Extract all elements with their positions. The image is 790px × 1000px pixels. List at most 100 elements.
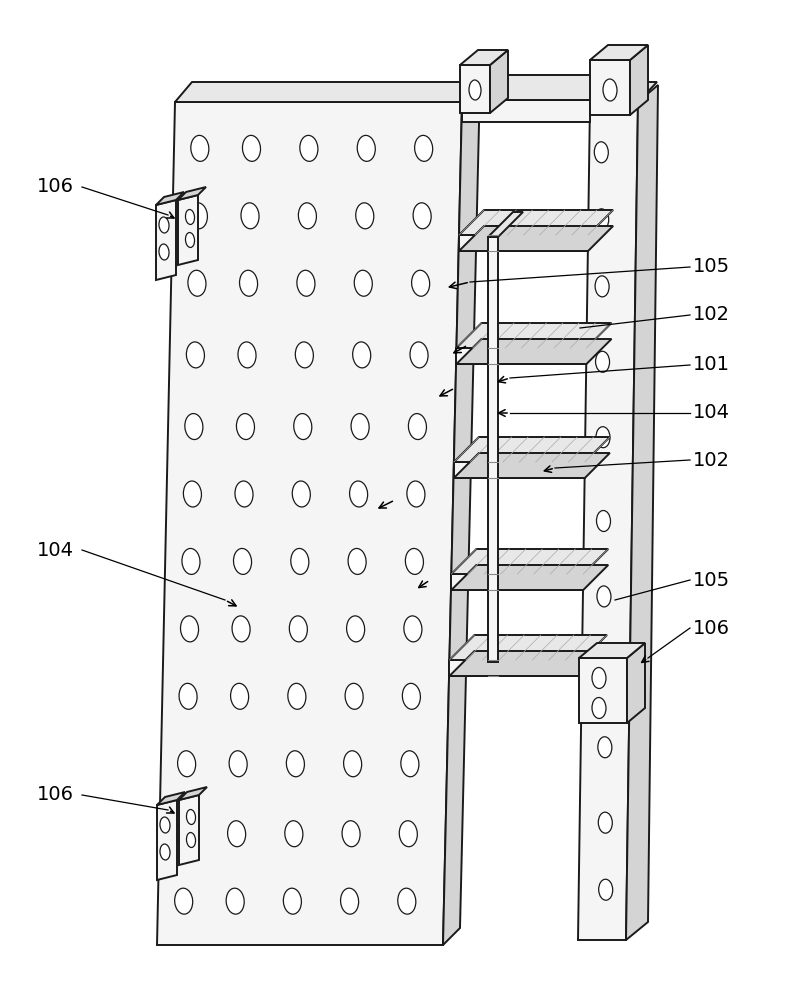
Ellipse shape xyxy=(404,616,422,642)
Polygon shape xyxy=(590,45,648,60)
Ellipse shape xyxy=(402,683,420,709)
Ellipse shape xyxy=(408,414,427,440)
Ellipse shape xyxy=(344,751,362,777)
Text: 101: 101 xyxy=(693,356,730,374)
Ellipse shape xyxy=(401,751,419,777)
Polygon shape xyxy=(178,195,198,265)
Ellipse shape xyxy=(597,661,611,682)
Polygon shape xyxy=(488,237,498,662)
Polygon shape xyxy=(490,50,508,113)
Ellipse shape xyxy=(597,586,611,607)
Ellipse shape xyxy=(596,427,610,448)
Ellipse shape xyxy=(592,668,606,688)
Polygon shape xyxy=(627,643,645,723)
Ellipse shape xyxy=(596,351,610,372)
Ellipse shape xyxy=(594,142,608,163)
Polygon shape xyxy=(488,212,523,237)
Ellipse shape xyxy=(348,548,366,574)
Ellipse shape xyxy=(235,481,253,507)
Polygon shape xyxy=(460,50,508,65)
Ellipse shape xyxy=(356,203,374,229)
Ellipse shape xyxy=(182,548,200,574)
Polygon shape xyxy=(590,82,657,102)
Polygon shape xyxy=(451,574,583,590)
Ellipse shape xyxy=(284,888,302,914)
Ellipse shape xyxy=(239,270,258,296)
Polygon shape xyxy=(156,192,184,205)
Ellipse shape xyxy=(345,683,363,709)
Text: 102: 102 xyxy=(693,306,730,324)
Ellipse shape xyxy=(232,616,250,642)
Ellipse shape xyxy=(354,270,372,296)
Ellipse shape xyxy=(160,844,170,860)
Ellipse shape xyxy=(238,342,256,368)
Polygon shape xyxy=(157,800,177,880)
Ellipse shape xyxy=(228,821,246,847)
Ellipse shape xyxy=(295,342,314,368)
Polygon shape xyxy=(457,339,611,364)
Ellipse shape xyxy=(176,821,194,847)
Ellipse shape xyxy=(412,270,430,296)
Polygon shape xyxy=(178,187,206,200)
Ellipse shape xyxy=(399,821,417,847)
Ellipse shape xyxy=(291,548,309,574)
Ellipse shape xyxy=(186,342,205,368)
Polygon shape xyxy=(459,226,613,251)
Ellipse shape xyxy=(407,481,425,507)
Ellipse shape xyxy=(231,683,249,709)
Ellipse shape xyxy=(289,616,307,642)
Ellipse shape xyxy=(598,737,612,758)
Polygon shape xyxy=(157,102,462,945)
Ellipse shape xyxy=(226,888,244,914)
Ellipse shape xyxy=(592,698,606,718)
Polygon shape xyxy=(450,651,607,676)
Polygon shape xyxy=(460,65,490,113)
Ellipse shape xyxy=(340,888,359,914)
Ellipse shape xyxy=(596,511,611,531)
Ellipse shape xyxy=(352,342,371,368)
Polygon shape xyxy=(450,635,607,660)
Ellipse shape xyxy=(183,481,201,507)
Polygon shape xyxy=(454,453,610,478)
Ellipse shape xyxy=(299,203,317,229)
Ellipse shape xyxy=(598,812,612,833)
Ellipse shape xyxy=(175,888,193,914)
Ellipse shape xyxy=(186,210,194,224)
Text: 105: 105 xyxy=(693,257,730,276)
Ellipse shape xyxy=(294,414,312,440)
Polygon shape xyxy=(626,85,658,940)
Ellipse shape xyxy=(186,810,196,824)
Polygon shape xyxy=(179,787,207,800)
Ellipse shape xyxy=(285,821,303,847)
Polygon shape xyxy=(157,792,185,805)
Polygon shape xyxy=(175,82,480,102)
Polygon shape xyxy=(459,210,613,235)
Ellipse shape xyxy=(188,270,206,296)
Ellipse shape xyxy=(603,79,617,101)
Text: 106: 106 xyxy=(36,178,73,196)
Polygon shape xyxy=(179,795,199,865)
Ellipse shape xyxy=(179,683,197,709)
Polygon shape xyxy=(454,437,610,462)
Ellipse shape xyxy=(300,135,318,161)
Ellipse shape xyxy=(288,683,306,709)
Ellipse shape xyxy=(190,203,208,229)
Ellipse shape xyxy=(241,203,259,229)
Polygon shape xyxy=(630,45,648,115)
Ellipse shape xyxy=(234,548,251,574)
Polygon shape xyxy=(451,549,608,574)
Polygon shape xyxy=(459,235,588,251)
Polygon shape xyxy=(443,82,480,945)
Text: 105: 105 xyxy=(693,570,730,589)
Polygon shape xyxy=(450,660,582,676)
Ellipse shape xyxy=(159,217,169,233)
Ellipse shape xyxy=(229,751,247,777)
Ellipse shape xyxy=(599,879,613,900)
Polygon shape xyxy=(462,100,590,122)
Polygon shape xyxy=(578,102,638,940)
Ellipse shape xyxy=(469,80,481,100)
Text: 104: 104 xyxy=(693,403,730,422)
Text: 106: 106 xyxy=(693,618,730,638)
Polygon shape xyxy=(462,75,615,100)
Polygon shape xyxy=(579,658,627,723)
